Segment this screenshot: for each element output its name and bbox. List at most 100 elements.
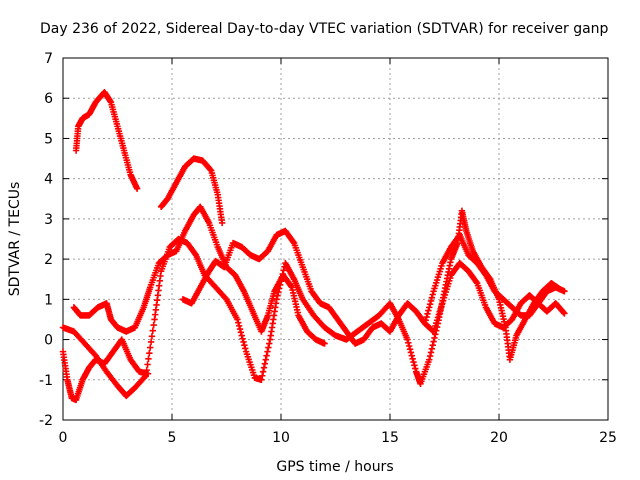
x-tick-label: 15 bbox=[381, 430, 399, 446]
data-point bbox=[429, 341, 436, 349]
series-s5 bbox=[70, 203, 328, 347]
data-point bbox=[404, 336, 411, 343]
data-point bbox=[235, 319, 242, 326]
y-axis: -2 -1 0 1 2 3 4 5 6 7 bbox=[39, 51, 608, 429]
data-point bbox=[427, 297, 435, 305]
data-point bbox=[424, 310, 431, 318]
series-s6 bbox=[179, 227, 568, 347]
data-point bbox=[235, 322, 243, 330]
series-s4 bbox=[59, 336, 152, 404]
data-point bbox=[238, 332, 245, 339]
data-point bbox=[412, 365, 419, 372]
chart-title: Day 236 of 2022, Sidereal Day-to-day VTE… bbox=[40, 21, 609, 37]
data-point bbox=[273, 296, 280, 303]
y-tick-label: -2 bbox=[39, 413, 53, 429]
data-point bbox=[426, 352, 434, 360]
data-point bbox=[262, 356, 269, 363]
y-tick-label: -1 bbox=[39, 373, 53, 389]
data-point bbox=[259, 372, 266, 379]
x-tick-label: 10 bbox=[272, 430, 290, 446]
y-tick-label: 4 bbox=[44, 172, 53, 188]
data-point bbox=[409, 355, 416, 363]
data-point bbox=[133, 185, 141, 192]
data-point bbox=[405, 342, 413, 350]
data-point bbox=[218, 219, 226, 227]
data-point bbox=[428, 294, 436, 301]
x-tick-label: 0 bbox=[59, 430, 68, 446]
data-point bbox=[473, 278, 480, 286]
x-tick-label: 25 bbox=[599, 430, 617, 446]
data-point bbox=[560, 309, 567, 316]
x-tick-label: 20 bbox=[490, 430, 508, 446]
data-point bbox=[147, 344, 154, 351]
data-point bbox=[241, 341, 248, 349]
y-tick-label: 1 bbox=[44, 292, 53, 308]
data-point bbox=[236, 325, 244, 333]
x-axis-label: GPS time / hours bbox=[276, 459, 393, 475]
data-point bbox=[266, 340, 273, 347]
data-point bbox=[287, 282, 295, 290]
data-point bbox=[421, 320, 429, 327]
grid bbox=[63, 58, 608, 420]
data-point bbox=[150, 321, 157, 329]
data-point bbox=[144, 361, 151, 368]
data-point bbox=[265, 344, 272, 351]
data-point bbox=[145, 355, 152, 363]
data-point bbox=[430, 338, 437, 345]
data-point bbox=[234, 316, 241, 323]
data-point bbox=[425, 307, 432, 314]
data-point bbox=[222, 294, 229, 302]
y-tick-label: 2 bbox=[44, 252, 53, 268]
data-point bbox=[146, 350, 153, 357]
data-point bbox=[321, 340, 328, 347]
data-point bbox=[264, 348, 271, 355]
data-point bbox=[260, 364, 268, 371]
data-point bbox=[207, 166, 214, 173]
data-point bbox=[242, 345, 249, 352]
data-point bbox=[431, 334, 438, 342]
data-point bbox=[426, 356, 433, 363]
data-point bbox=[406, 346, 414, 353]
plot-frame bbox=[62, 57, 609, 421]
y-axis-label: SDTVAR / TECUs bbox=[7, 182, 23, 297]
data-point bbox=[237, 329, 245, 336]
data-point bbox=[239, 335, 246, 342]
data-point bbox=[422, 317, 429, 324]
data-points bbox=[59, 88, 568, 404]
series-s2 bbox=[157, 155, 226, 227]
data-point bbox=[261, 360, 269, 367]
data-point bbox=[148, 333, 156, 340]
data-point bbox=[263, 352, 270, 359]
y-tick-label: 6 bbox=[44, 91, 53, 107]
data-point bbox=[428, 345, 436, 353]
series-s7 bbox=[421, 231, 568, 327]
series-s1 bbox=[72, 88, 141, 192]
data-point bbox=[411, 362, 418, 369]
data-point bbox=[191, 250, 199, 258]
y-tick-label: 3 bbox=[44, 212, 53, 228]
data-point bbox=[426, 304, 433, 311]
data-point bbox=[405, 339, 412, 346]
y-tick-label: 7 bbox=[44, 51, 53, 67]
x-axis: 0 5 10 15 20 25 bbox=[59, 58, 617, 446]
data-point bbox=[426, 300, 434, 308]
data-point bbox=[407, 349, 415, 356]
y-tick-label: 0 bbox=[44, 333, 53, 349]
data-point bbox=[427, 349, 435, 356]
y-tick-label: 5 bbox=[44, 131, 53, 147]
data-point bbox=[147, 338, 155, 346]
data-point bbox=[561, 310, 568, 317]
data-point bbox=[258, 376, 265, 383]
data-point bbox=[149, 327, 157, 334]
data-point bbox=[259, 368, 267, 375]
data-point bbox=[410, 358, 417, 366]
data-point bbox=[561, 288, 568, 295]
data-point bbox=[240, 338, 247, 346]
x-tick-label: 5 bbox=[168, 430, 177, 446]
data-point bbox=[423, 313, 430, 321]
data-point bbox=[290, 238, 297, 246]
data-point bbox=[429, 291, 436, 298]
data-point bbox=[144, 370, 152, 377]
data-point bbox=[408, 352, 415, 359]
